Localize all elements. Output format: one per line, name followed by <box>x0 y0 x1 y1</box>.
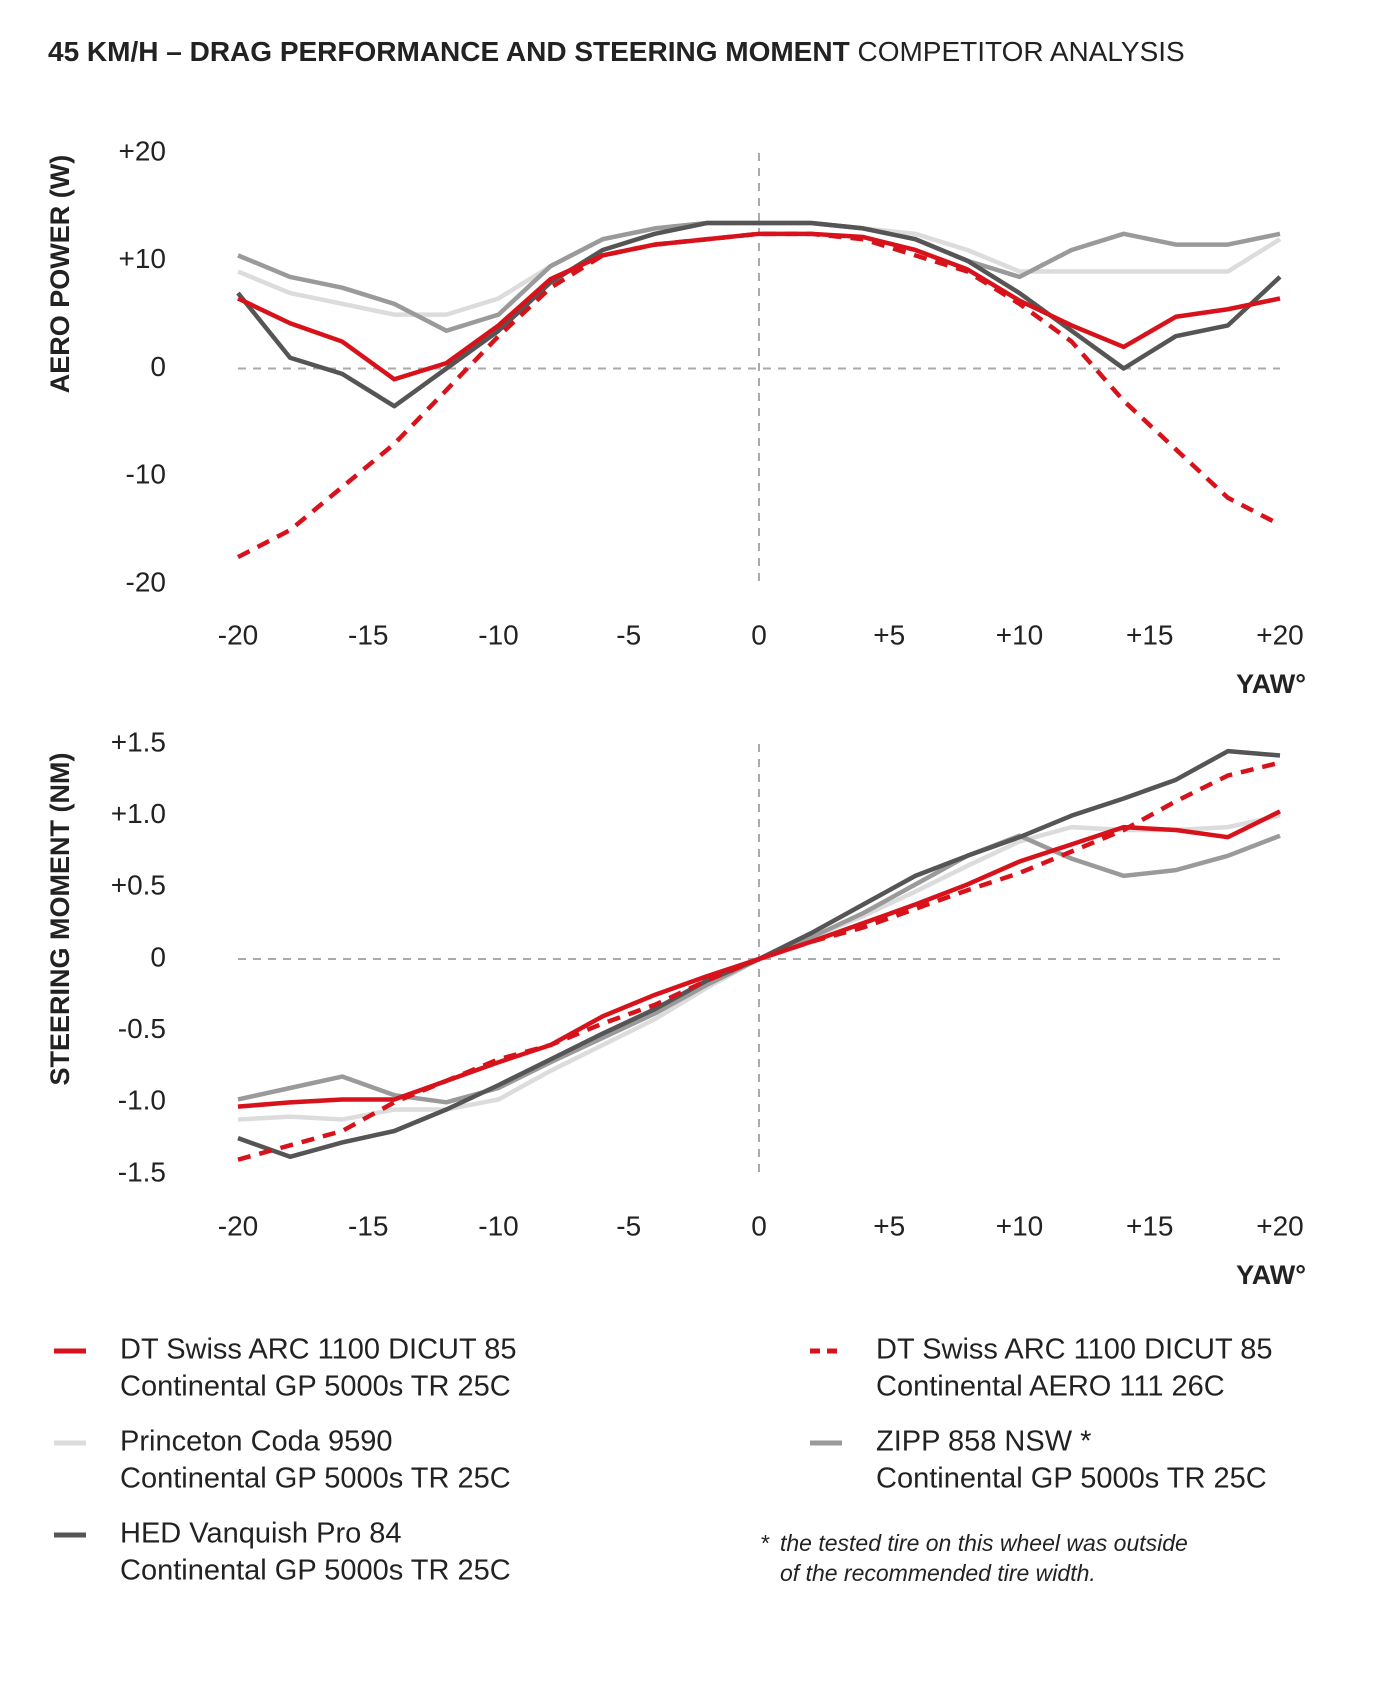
x-tick-label: +15 <box>1126 619 1174 650</box>
x-tick-label: +5 <box>873 1210 905 1241</box>
x-tick-label: +20 <box>1256 1210 1304 1241</box>
y-tick-label: -0.5 <box>118 1013 166 1044</box>
x-tick-label: +10 <box>996 619 1044 650</box>
y-tick-label: -20 <box>126 566 166 597</box>
series-line <box>237 220 1282 317</box>
legend-label: HED Vanquish Pro 84 <box>120 1518 402 1550</box>
legend-label: ZIPP 858 NSW * <box>876 1426 1091 1458</box>
footnote: the tested tire on this wheel was outsid… <box>780 1530 1188 1556</box>
y-tick-label: +0.5 <box>111 870 166 901</box>
x-tick-label: -20 <box>218 619 258 650</box>
x-tick-label: +20 <box>1256 619 1304 650</box>
y-axis-label: AERO POWER (W) <box>45 155 75 393</box>
x-axis-label: YAW° <box>1236 669 1306 699</box>
x-tick-label: -15 <box>348 619 388 650</box>
x-tick-label: -5 <box>616 1210 641 1241</box>
series-line <box>236 220 1282 409</box>
x-tick-label: 0 <box>751 619 767 650</box>
y-tick-label: +10 <box>119 243 167 274</box>
x-tick-label: -15 <box>348 1210 388 1241</box>
x-tick-label: +10 <box>996 1210 1044 1241</box>
x-tick-label: +15 <box>1126 1210 1174 1241</box>
title-light: COMPETITOR ANALYSIS <box>857 36 1184 67</box>
y-tick-label: -1.0 <box>118 1085 166 1116</box>
y-tick-label: +20 <box>119 135 167 166</box>
footnote: of the recommended tire width. <box>780 1560 1096 1586</box>
legend-label: Continental GP 5000s TR 25C <box>120 1371 511 1403</box>
y-tick-label: 0 <box>150 941 166 972</box>
y-tick-label: +1.5 <box>111 726 166 757</box>
series-line <box>237 231 1281 382</box>
legend-label: Continental GP 5000s TR 25C <box>120 1463 511 1495</box>
legend-label: Princeton Coda 9590 <box>120 1426 392 1458</box>
x-tick-label: +5 <box>873 619 905 650</box>
x-tick-label: -10 <box>478 1210 518 1241</box>
footnote-mark: * <box>760 1530 770 1556</box>
y-tick-label: +1.0 <box>111 798 166 829</box>
x-tick-label: 0 <box>751 1210 767 1241</box>
series-line <box>237 813 1281 1122</box>
title-bold: 45 KM/H – DRAG PERFORMANCE AND STEERING … <box>48 36 850 67</box>
x-tick-label: -5 <box>616 619 641 650</box>
y-axis-label: STEERING MOMENT (NM) <box>45 753 75 1086</box>
legend-label: Continental AERO 111 26C <box>876 1371 1225 1403</box>
legend-label: Continental GP 5000s TR 25C <box>876 1463 1267 1495</box>
title: 45 KM/H – DRAG PERFORMANCE AND STEERING … <box>48 36 1185 67</box>
y-tick-label: -1.5 <box>118 1156 166 1187</box>
x-axis-label: YAW° <box>1236 1260 1306 1290</box>
legend-label: Continental GP 5000s TR 25C <box>120 1555 511 1587</box>
series-line <box>237 809 1281 1109</box>
x-tick-label: -10 <box>478 619 518 650</box>
x-tick-label: -20 <box>218 1210 258 1241</box>
legend-label: DT Swiss ARC 1100 DICUT 85 <box>120 1334 516 1366</box>
y-tick-label: -10 <box>126 459 166 490</box>
y-tick-label: 0 <box>150 351 166 382</box>
legend-label: DT Swiss ARC 1100 DICUT 85 <box>876 1334 1272 1366</box>
